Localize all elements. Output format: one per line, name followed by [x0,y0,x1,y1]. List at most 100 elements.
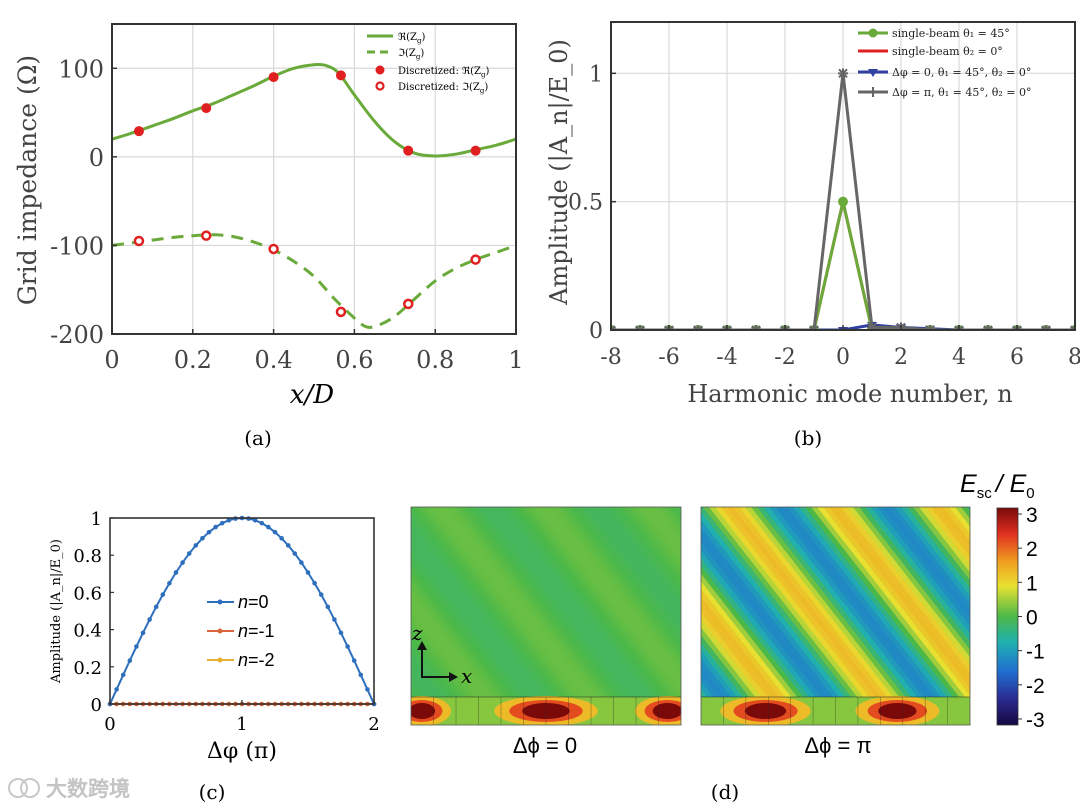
field-stripe [787,507,943,697]
field-stripe [647,507,681,551]
field-stripe [901,507,970,596]
field-stripe [659,507,681,536]
field-stripe [979,507,1080,697]
series-point [838,68,848,79]
field-stripe [943,507,970,542]
field-stripe [949,507,970,534]
legend-label: Discretized: ℑ(Zg) [398,82,488,95]
field-stripe [515,507,671,697]
x-tick-label: 0 [104,714,115,735]
discretized-imag-point [201,230,212,241]
y-tick-label: 1 [91,509,102,530]
field-stripe [739,507,895,697]
field-stripe [1015,507,1080,697]
panel-c-chart: 0 1 2 0 0.2 0.4 0.6 0.8 1 Δφ (π) Amplitude (|A_n… [49,509,380,764]
x-tick-label: 6 [1010,345,1024,370]
series-point [318,592,324,597]
field-stripe [715,507,871,697]
field-stripe [937,507,970,550]
panel-b-xlabel: Harmonic mode number, n [687,380,1012,408]
series-point [325,604,331,610]
series-point [193,543,199,548]
field-stripe [727,507,883,697]
legend-swatch-discrete-imag [375,81,385,91]
discretized-imag-point [403,298,414,310]
series-point [285,543,291,548]
field-stripe [703,507,859,697]
panel-a-chart: 0 0.2 0.4 0.6 0.8 1 -200 -100 0 100 x/D Grid impe… [13,23,524,410]
field-stripe [925,507,970,565]
field-stripe [1039,507,1080,697]
field-stripe [455,507,611,697]
colorbar-tick-label: -2 [1026,675,1045,698]
field-stripe [425,507,581,697]
discretized-real-point [470,145,481,156]
discretized-real-point [403,145,414,156]
near-field-hotspot [652,703,681,719]
field-stripe [503,507,659,697]
x-tick-label: 0.6 [335,346,373,374]
legend-label: single-beam θ₂ = 0° [892,45,1003,58]
field-stripe [913,507,970,581]
colorbar-tick-label: -3 [1026,709,1045,732]
field-stripe [443,507,599,697]
field-stripe [411,680,425,697]
y-tick-label: 0 [91,695,102,716]
field-stripe [1069,507,1080,697]
series-point [206,529,212,535]
field-stripe [509,507,665,697]
field-stripe [611,507,681,597]
field-stripe [665,507,681,528]
field-stripe [653,507,681,543]
legend-label: Δφ = 0, θ₁ = 45°, θ₂ = 0° [892,66,1031,79]
field-stripe [847,507,970,665]
field-stripe [829,507,970,688]
series-point [140,630,146,636]
field-stripe [1063,507,1080,697]
field-stripe [793,507,949,697]
field-stripe [551,507,681,674]
field-stripe [817,507,970,697]
field-stripe [1045,507,1080,697]
y-tick-label: 0 [89,144,104,172]
colorbar-tick-label: 0 [1026,607,1038,630]
field-stripe [763,507,919,697]
legend-marker [217,628,223,634]
y-tick-label: 1 [589,62,603,87]
field-stripe [491,507,647,697]
series-point [153,604,159,610]
panel-b-legend: single-beam θ₁ = 45° single-beam θ₂ = 0° Δ… [858,27,1032,99]
field-stripe [461,507,617,697]
legend-marker [868,87,878,97]
colorbar [996,507,1019,726]
panel-d-field-maps: z x Δϕ = 0 Δϕ = π 3 2 1 0 -1 -2 -3 Esc / E0 [410,470,1080,758]
legend-label: n=-2 [238,650,275,670]
field-map-dphi-pi [701,507,1080,725]
series-point [312,580,317,586]
field-map-dphi-pi-caption: Δϕ = π [804,733,871,758]
y-tick-label: 0 [589,319,603,344]
field-stripe [437,507,593,697]
panel-label-a: (a) [244,426,272,450]
colorbar-tick-label: 2 [1026,538,1038,561]
series-point [365,687,370,692]
x-tick-label: 0.2 [174,346,212,374]
field-stripe [569,507,681,651]
field-map-dphi-0-border [410,506,682,726]
x-tick-label: 0 [104,346,119,374]
panel-b-chart: -8 -6 -4 -2 0 2 4 6 8 0 0.5 1 Harmonic mode number,… [545,21,1080,408]
series-point [338,630,344,636]
field-stripe [431,507,587,697]
field-stripe [745,507,901,697]
field-stripe [479,507,635,697]
field-stripe [961,507,970,519]
series-point [252,517,258,523]
x-axis-label: x [461,664,472,688]
field-stripe [841,507,970,673]
field-stripe [757,507,913,697]
series-point [219,520,225,526]
panel-label-c: (c) [199,780,226,804]
y-tick-label: 0.2 [73,658,102,679]
field-stripe [677,507,681,513]
field-stripe [967,507,970,511]
